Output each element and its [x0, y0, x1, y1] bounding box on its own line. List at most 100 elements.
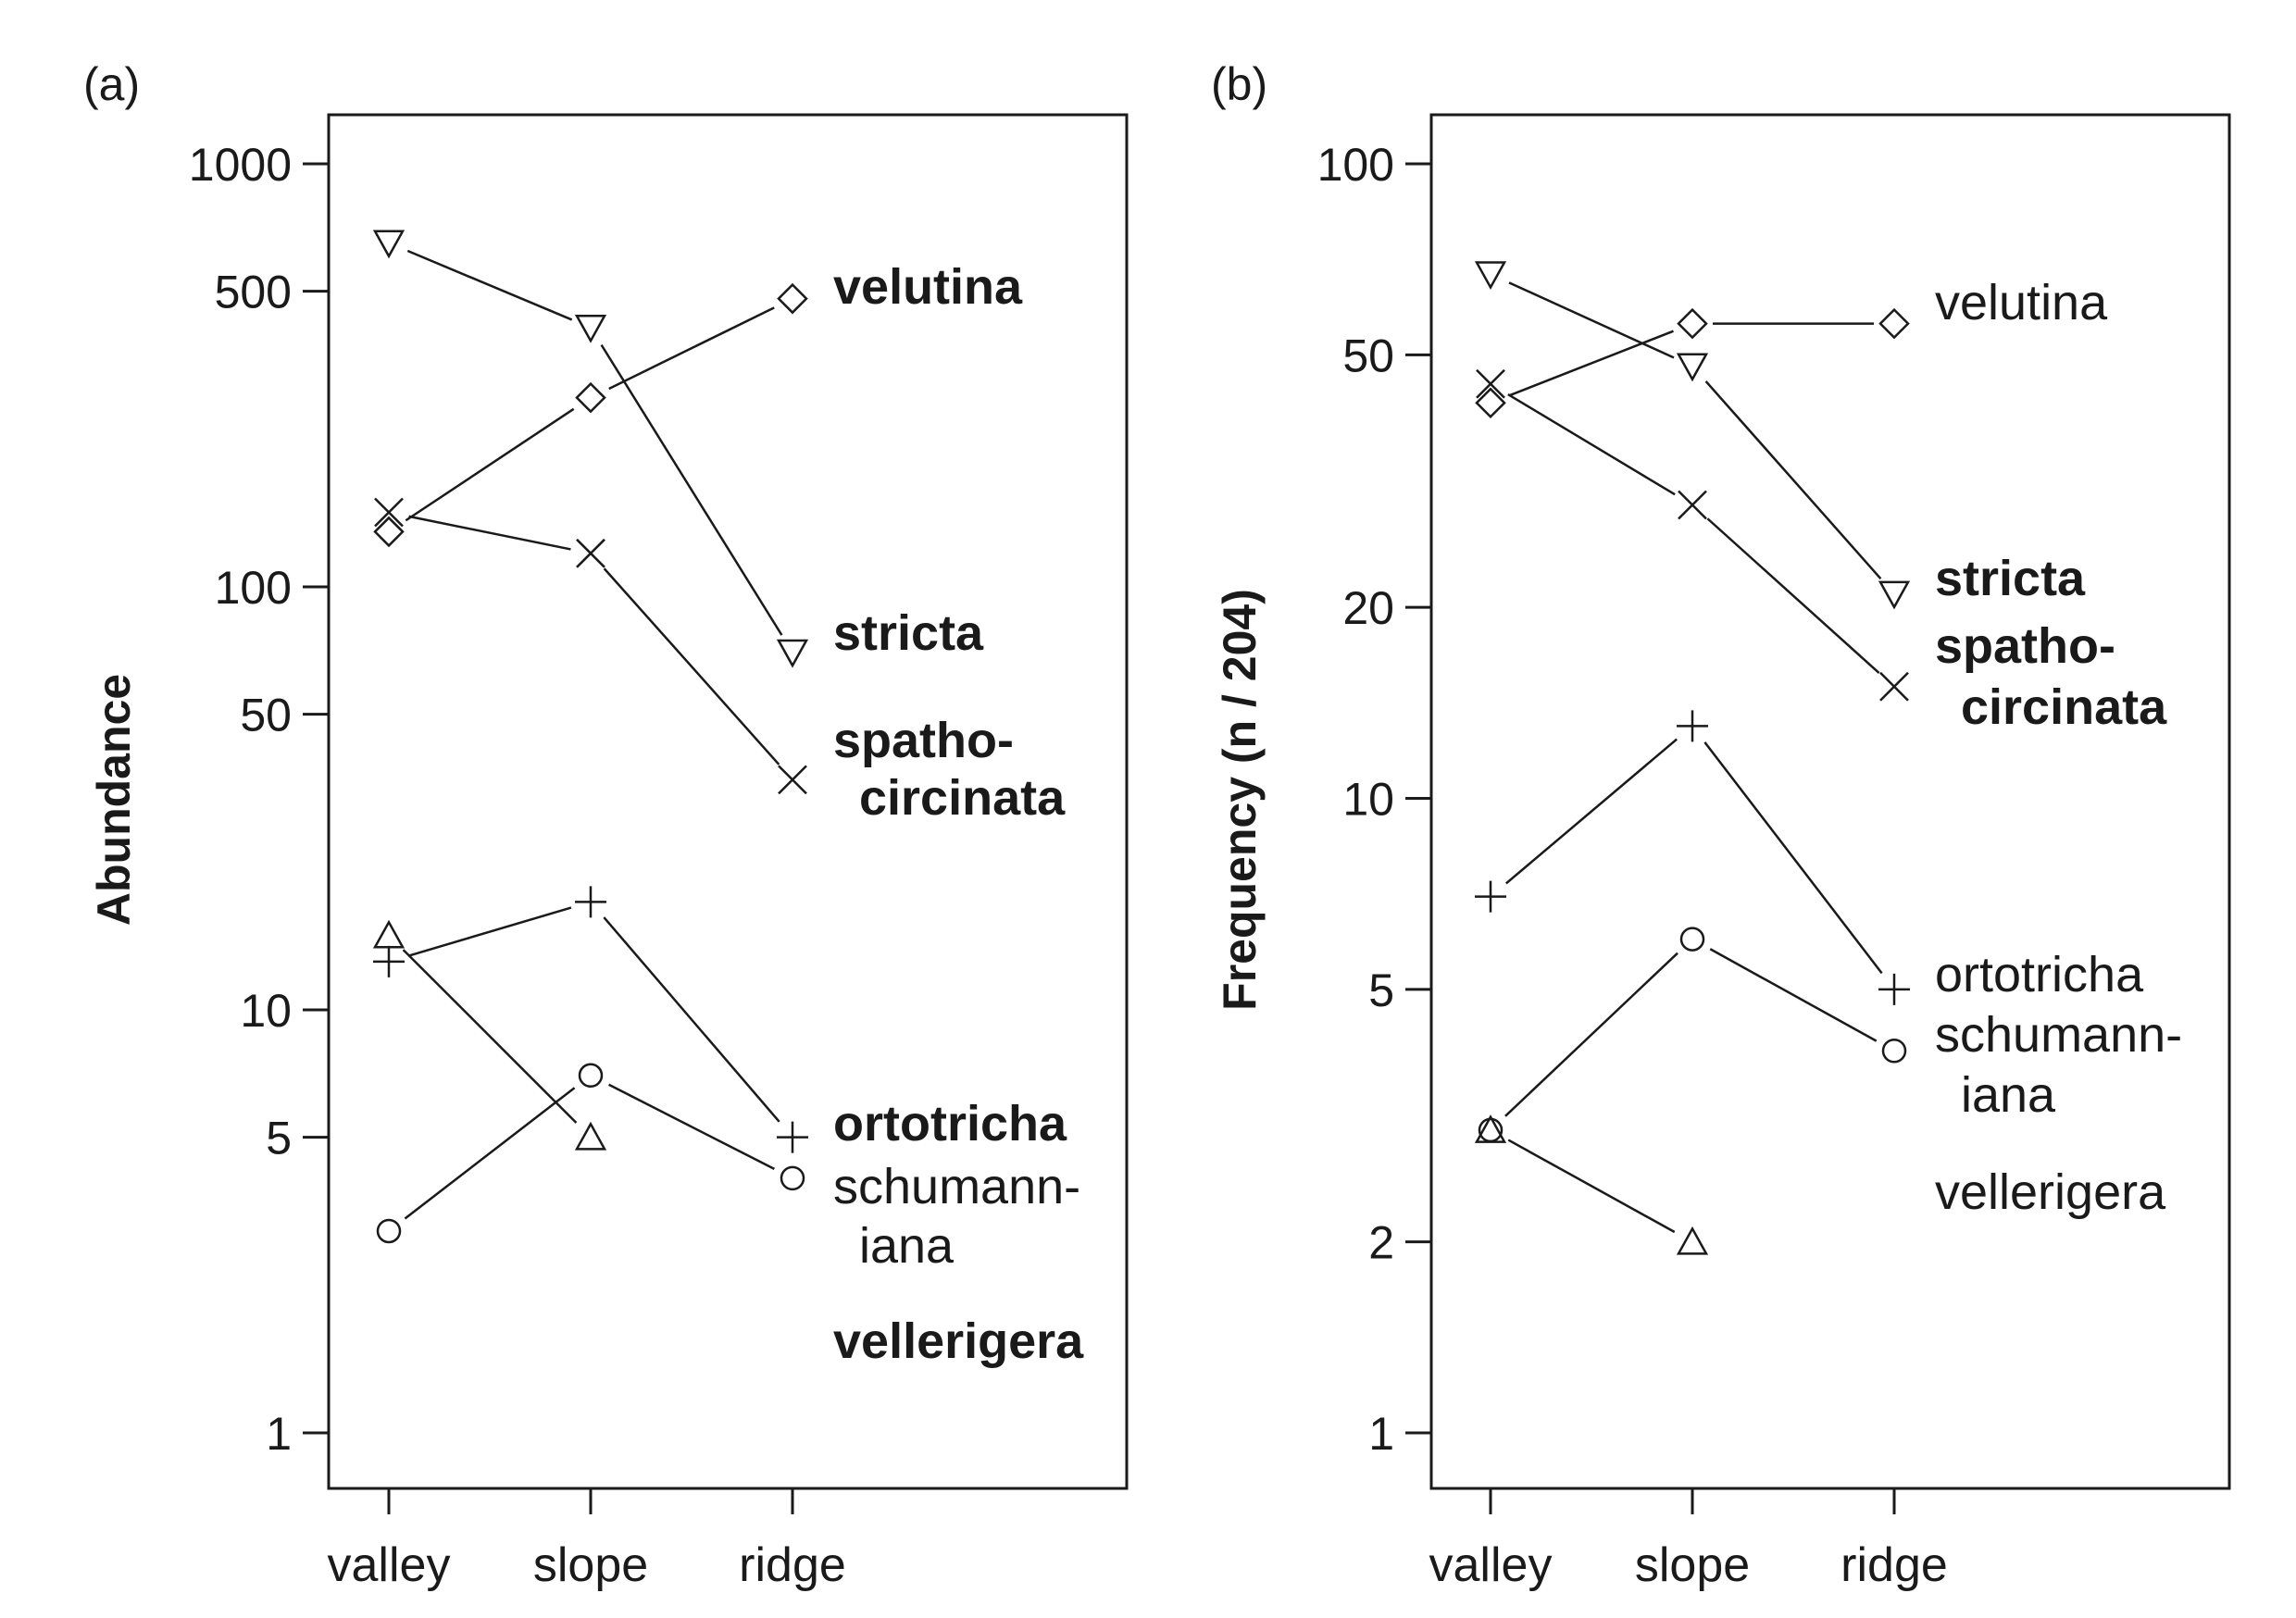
x-tick-label: valley	[328, 1538, 451, 1592]
x-tick-label: ridge	[739, 1538, 846, 1592]
series-line-segment	[603, 916, 780, 1123]
point-marker	[776, 639, 809, 668]
y-tick-label: 1000	[189, 139, 292, 191]
y-tick-label: 100	[215, 562, 292, 614]
panel-a-x-axis: valley slope ridge	[328, 1488, 846, 1592]
point-marker	[1678, 490, 1707, 520]
series-label: vellerigera	[1935, 1164, 2166, 1220]
series-label: vellerigera	[833, 1313, 1084, 1369]
series-line-segment	[1709, 948, 1878, 1042]
point-marker	[373, 945, 405, 977]
panel-a-y-axis: 1 5 10 50 100 500 1000	[189, 139, 329, 1460]
series-line-segment	[406, 249, 573, 321]
x-tick-label: slope	[1635, 1538, 1750, 1592]
series-line-segment	[405, 407, 575, 522]
series-velutina	[373, 282, 808, 548]
point-marker	[778, 765, 807, 795]
panel-b-plot-frame	[1429, 113, 2231, 1490]
series-line-segment	[1507, 392, 1676, 496]
point-marker	[1878, 580, 1911, 610]
point-marker	[574, 314, 607, 343]
panel-b-y-axis: 1 2 5 10 20 50 100	[1317, 139, 1431, 1460]
point-marker	[374, 497, 404, 528]
y-tick-label: 5	[1368, 965, 1394, 1016]
panel-a-plot-frame	[327, 113, 1129, 1490]
series-line-segment	[1504, 952, 1678, 1117]
y-tick-label: 10	[1342, 774, 1394, 826]
point-marker	[376, 1218, 402, 1244]
point-marker	[1881, 1039, 1907, 1064]
y-tick-label: 2	[1368, 1217, 1394, 1269]
series-line-segment	[402, 949, 578, 1124]
point-marker	[575, 886, 606, 918]
panel-a-series-labels: velutina stricta spatho-circinata ortotrich…	[833, 259, 1084, 1369]
panel-b-series-labels: velutina stricta spatho-circinata ortotrich…	[1935, 275, 2182, 1220]
series-vellerigera	[1474, 1114, 1709, 1255]
y-tick-label: 20	[1342, 582, 1394, 634]
series-line-segment	[608, 1083, 775, 1170]
panel-b-x-axis: valley slope ridge	[1429, 1488, 1948, 1592]
series-label: stricta	[1935, 551, 2086, 606]
series-ortotricha	[373, 886, 808, 1153]
series-line-segment	[404, 1087, 576, 1220]
point-marker	[1676, 1226, 1709, 1255]
series-stricta	[372, 230, 809, 668]
series-line-segment	[1703, 741, 1883, 975]
point-marker	[1878, 307, 1910, 340]
panel-b-tag: (b)	[1211, 58, 1267, 110]
series-vellerigera	[372, 919, 607, 1151]
x-tick-label: valley	[1429, 1538, 1553, 1592]
series-label: velutina	[1935, 275, 2108, 330]
point-marker	[1677, 710, 1708, 742]
y-tick-label: 5	[266, 1113, 292, 1164]
series-label: iana	[859, 1218, 955, 1274]
series-schumanniana	[376, 1063, 805, 1244]
series-line-segment	[1507, 1139, 1676, 1234]
point-marker	[1474, 1114, 1507, 1143]
point-marker	[576, 538, 605, 568]
series-line-segment	[1504, 738, 1678, 885]
point-marker	[1475, 387, 1506, 419]
series-line-segment	[1706, 517, 1880, 674]
point-marker	[1475, 880, 1506, 913]
series-label: velutina	[833, 259, 1023, 315]
y-tick-label: 1	[266, 1408, 292, 1460]
series-spatho-circinata	[374, 497, 807, 795]
series-label: circinata	[1961, 679, 2167, 735]
point-marker	[1677, 307, 1708, 340]
panel-a: (a) 1 5 10 50 100 500 1000 valley slope ridge ve…	[83, 58, 1129, 1592]
panel-a-series	[372, 230, 809, 1244]
y-tick-label: 1	[1368, 1408, 1394, 1460]
series-line-segment	[408, 515, 571, 551]
series-ortotricha	[1475, 710, 1910, 1005]
series-spatho-circinata	[1476, 368, 1909, 702]
point-marker	[574, 1121, 607, 1151]
series-label: circinata	[859, 770, 1066, 826]
panel-b-y-axis-label: Frequency (n / 204)	[1214, 589, 1266, 1011]
series-velutina	[1475, 307, 1910, 419]
series-line-segment	[600, 343, 783, 636]
series-line-segment	[608, 306, 775, 391]
panel-b: (b) 1 2 5 10 20 50 100 valley slope ridge veluti…	[1211, 58, 2231, 1592]
series-label: spatho-	[833, 713, 1014, 768]
y-tick-label: 50	[1342, 330, 1394, 381]
point-marker	[1879, 671, 1909, 702]
series-label: ortotricha	[833, 1096, 1067, 1151]
panel-b-series	[1474, 261, 1911, 1255]
series-line-segment	[407, 906, 572, 957]
y-tick-label: 50	[240, 690, 292, 741]
point-marker	[1676, 353, 1709, 382]
point-marker	[372, 919, 406, 949]
y-tick-label: 500	[215, 267, 292, 318]
x-tick-label: slope	[533, 1538, 648, 1592]
point-marker	[1878, 973, 1910, 1005]
series-label: iana	[1961, 1067, 2056, 1123]
point-marker	[1476, 368, 1505, 399]
point-marker	[777, 1121, 808, 1153]
panel-a-y-axis-label: Abundance	[88, 674, 140, 926]
series-stricta	[1474, 261, 1911, 610]
y-tick-label: 100	[1317, 139, 1394, 191]
point-marker	[578, 1063, 604, 1089]
y-tick-label: 10	[240, 985, 292, 1037]
